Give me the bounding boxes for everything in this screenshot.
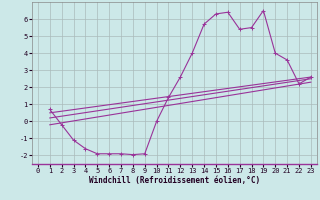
X-axis label: Windchill (Refroidissement éolien,°C): Windchill (Refroidissement éolien,°C) xyxy=(89,176,260,185)
